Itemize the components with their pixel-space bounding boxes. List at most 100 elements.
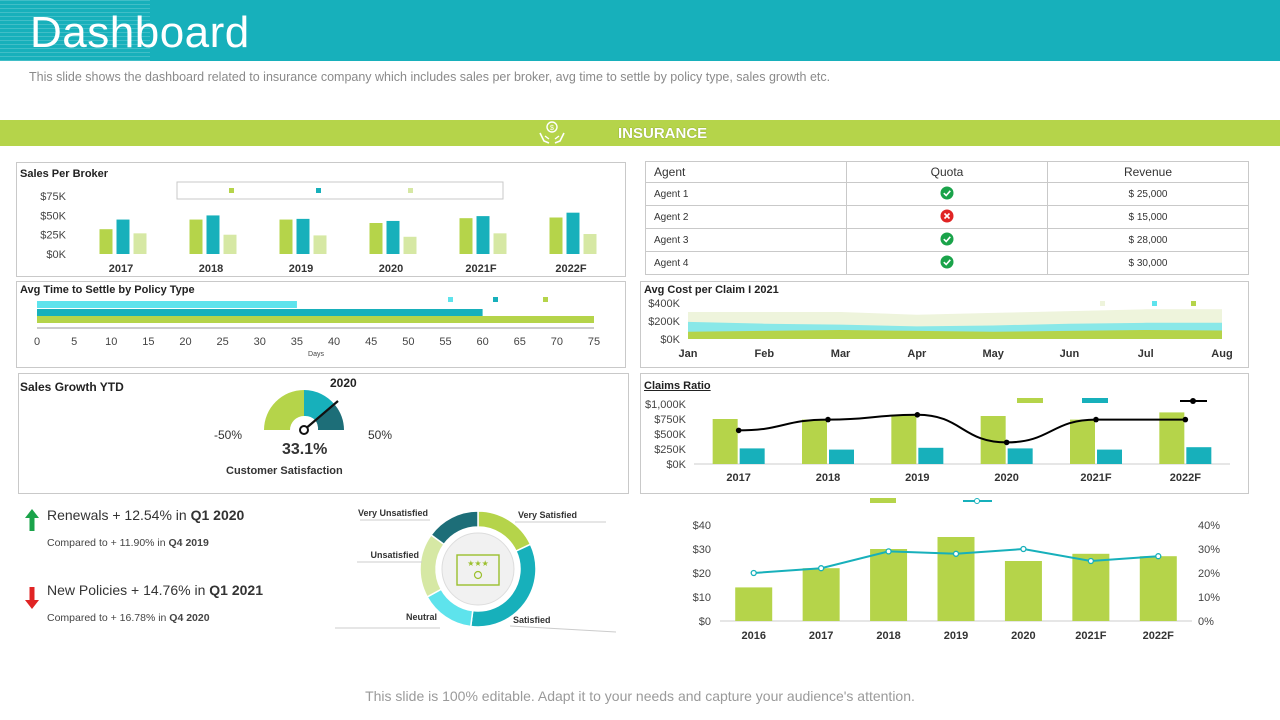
bar: [459, 218, 473, 254]
legend-swatch: [870, 498, 896, 503]
line-point: [1093, 416, 1099, 423]
stat-sub-period: Q4 2019: [168, 537, 209, 549]
bar: [313, 235, 327, 254]
line-point: [885, 548, 892, 555]
y-tick-label: $0: [699, 616, 711, 628]
bar: [712, 419, 738, 464]
bar: [223, 234, 237, 254]
y-tick-label: $500K: [654, 429, 686, 441]
line-point: [735, 427, 742, 434]
bar: [739, 448, 765, 464]
stat-sub-text: Compared to + 16.78% in: [47, 612, 170, 624]
y-tick-label: $20: [693, 568, 711, 580]
bar: [476, 216, 490, 254]
bar: [116, 219, 130, 254]
avg-time-settle-panel: [16, 281, 626, 368]
slice-label: Satisfied: [513, 615, 551, 625]
legend-swatch: [493, 297, 498, 302]
survey-icon-stars: ★★★: [467, 559, 489, 568]
money-hands-icon: $: [539, 121, 565, 144]
legend-swatch: [448, 297, 453, 302]
x-tick-label: Jun: [1060, 348, 1080, 360]
y-tick-label: $400K: [648, 298, 680, 310]
x-tick-label: 30: [254, 336, 266, 348]
table-header-row: Agent Quota Revenue: [645, 161, 1249, 183]
gauge-value: 33.1%: [282, 441, 328, 458]
avg-time-settle-title: Avg Time to Settle by Policy Type: [20, 284, 195, 296]
x-tick-label: 55: [439, 336, 451, 348]
legend-marker: [974, 498, 980, 504]
legend-swatch: [543, 297, 548, 302]
bar: [1186, 447, 1212, 464]
bar: [1004, 561, 1042, 621]
title-decoration: [0, 0, 150, 61]
section-bar: [0, 120, 1280, 146]
y-tick-label: $0K: [46, 249, 66, 261]
area-series: [688, 330, 1222, 339]
header-agent: Agent: [645, 161, 847, 183]
bar: [37, 316, 594, 323]
legend-marker: [1190, 398, 1196, 404]
quota-check-icon: [846, 228, 1048, 252]
claims-ratio-panel: [640, 373, 1249, 494]
x-tick-label: 2021F: [1080, 472, 1111, 484]
bar: [1159, 412, 1185, 464]
section-label: INSURANCE: [618, 125, 708, 142]
x-tick-label: 2019: [944, 630, 968, 642]
y-tick-label: $10: [693, 592, 711, 604]
x-tick-label: 2019: [289, 263, 313, 275]
x-tick-label: Apr: [907, 348, 927, 360]
line-point: [825, 416, 831, 423]
header-quota: Quota: [846, 161, 1048, 183]
x-tick-label: 65: [514, 336, 526, 348]
agent-revenue: $ 28,000: [1047, 228, 1249, 252]
x-tick-label: 2018: [876, 630, 900, 642]
donut-slice: [419, 533, 446, 598]
bar: [1070, 419, 1095, 464]
y-tick-label: $0K: [666, 459, 686, 471]
sales-per-broker-chart: $0K $25K $50K $75K 2017 2018 2019 2020 2021F 2022…: [40, 181, 597, 275]
y-tick-label: $30: [693, 544, 711, 556]
bar: [870, 549, 908, 621]
y-tick-label: $25K: [40, 230, 66, 242]
x-tick-label: 0: [34, 336, 40, 348]
bar: [829, 449, 854, 464]
arrow-down-icon: [25, 587, 39, 609]
claims-ratio-chart: $0K $250K $500K $750K $1,000K 2017 2018 2019 202…: [645, 398, 1230, 484]
legend-swatch: [229, 188, 234, 193]
bar: [493, 233, 507, 254]
table-row: Agent 2 $ 15,000: [645, 205, 1249, 229]
header-revenue: Revenue: [1047, 161, 1249, 183]
stat-period: Q1 2021: [209, 582, 263, 598]
bar: [891, 414, 917, 464]
x-tick-label: 50: [402, 336, 414, 348]
x-tick-label: 2022F: [1143, 630, 1174, 642]
line-point: [1087, 557, 1095, 565]
x-tick-label: 5: [71, 336, 77, 348]
slice-label: Very Satisfied: [518, 510, 577, 520]
sales-combo-chart: $0 $10 $20 $30 $40 0% 10% 20% 30% 40% 2016 2017 2018…: [693, 498, 1220, 642]
x-tick-label: Aug: [1211, 348, 1232, 360]
svg-text:$: $: [550, 125, 554, 132]
legend-swatch: [1152, 301, 1157, 306]
line-point: [1155, 553, 1162, 560]
title-bar: [0, 0, 1280, 61]
stat-text: Renewals + 12.54% in: [47, 507, 191, 523]
stat-period: Q1 2020: [190, 507, 245, 523]
bar: [99, 229, 113, 254]
table-row: Agent 4 $ 30,000: [645, 251, 1249, 275]
x-tick-label: 40: [328, 336, 340, 348]
x-tick-label: 2019: [905, 472, 929, 484]
bar: [1072, 553, 1110, 621]
new-policies-compare: Compared to + 16.78% in Q4 2020: [47, 612, 210, 624]
agent-name: Agent 4: [645, 251, 847, 275]
bar: [37, 301, 297, 308]
renewals-stat: Renewals + 12.54% in Q1 2020: [47, 507, 244, 523]
x-tick-label: Feb: [755, 348, 775, 360]
legend-swatch: [1017, 398, 1043, 403]
x-tick-label: 2017: [726, 472, 750, 484]
quota-check-icon: [846, 182, 1048, 206]
line-point: [1182, 416, 1189, 423]
stat-text: New Policies + 14.76% in: [47, 582, 210, 598]
y2-tick-label: 30%: [1198, 544, 1220, 556]
